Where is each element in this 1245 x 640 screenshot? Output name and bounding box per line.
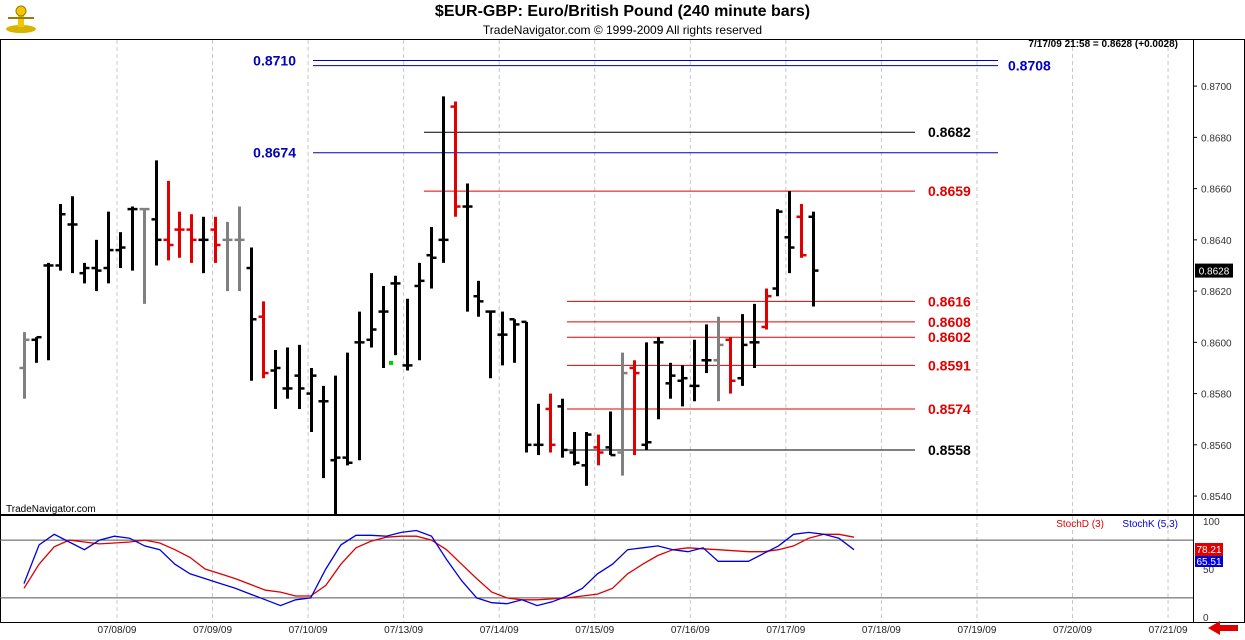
stoch-legend-k: StochK (5,3): [1122, 519, 1178, 530]
price-tick-label: 0.8620: [1201, 287, 1232, 298]
date-tick-label: 07/14/09: [480, 625, 519, 636]
level-label: 0.8659: [928, 183, 971, 199]
stoch-panel-frame: [0, 515, 1245, 623]
date-tick-label: 07/10/09: [289, 625, 328, 636]
date-tick-label: 07/18/09: [862, 625, 901, 636]
date-tick-label: 07/15/09: [575, 625, 614, 636]
price-tick-label: 0.8540: [1201, 492, 1232, 503]
stochd-value: 78.21: [1196, 545, 1221, 556]
scroll-left-arrow-icon: [1208, 621, 1238, 635]
level-label: 0.8574: [928, 401, 971, 417]
stoch-tick-label: 100: [1203, 517, 1220, 528]
stochk-value: 65.51: [1196, 557, 1221, 568]
stoch-tick-label: 50: [1203, 565, 1215, 576]
level-label: 0.8682: [928, 124, 971, 140]
stochk-value-box: [1195, 556, 1223, 567]
level-label: 0.8602: [928, 329, 971, 345]
price-tick-label: 0.8600: [1201, 338, 1232, 349]
last-price-box: [1195, 263, 1233, 278]
level-label: 0.8674: [253, 145, 296, 161]
stochd-value-box: [1195, 543, 1223, 556]
stoch-series-line: [23, 533, 855, 601]
price-tick-label: 0.8680: [1201, 133, 1232, 144]
last-price-label: 0.8628: [1199, 267, 1230, 278]
price-tick-label: 0.8560: [1201, 441, 1232, 452]
stoch-series-line: [23, 529, 855, 607]
price-tick-label: 0.8660: [1201, 185, 1232, 196]
level-label: 0.8708: [1008, 58, 1051, 74]
date-tick-label: 07/17/09: [766, 625, 805, 636]
trade-navigator-logo-icon[interactable]: [4, 4, 38, 34]
level-label: 0.8616: [928, 293, 971, 309]
date-tick-label: 07/20/09: [1053, 625, 1092, 636]
stoch-legend-d: StochD (3): [1056, 519, 1104, 530]
price-tick-label: 0.8580: [1201, 390, 1232, 401]
price-tick-label: 0.8700: [1201, 82, 1232, 93]
level-label: 0.8710: [253, 52, 296, 68]
date-tick-label: 07/13/09: [384, 625, 423, 636]
stoch-tick-label: 0: [1203, 613, 1209, 624]
date-tick-label: 07/19/09: [957, 625, 996, 636]
level-label: 0.8558: [928, 442, 971, 458]
watermark: TradeNavigator.com: [6, 504, 96, 515]
level-label: 0.8591: [928, 357, 971, 373]
date-tick-label: 07/16/09: [671, 625, 710, 636]
chart-title: $EUR-GBP: Euro/British Pound (240 minute…: [434, 3, 811, 20]
signal-marker: [389, 360, 393, 365]
date-tick-label: 07/09/09: [193, 625, 232, 636]
info-line: 7/17/09 21:58 = 0.8628 (+0.0028): [1028, 39, 1178, 50]
date-tick-label: 07/08/09: [98, 625, 137, 636]
level-label: 0.8608: [928, 314, 971, 330]
chart-subtitle: TradeNavigator.com © 1999-2009 All right…: [482, 23, 763, 37]
date-tick-label: 07/21/09: [1149, 625, 1188, 636]
price-tick-label: 0.8640: [1201, 236, 1232, 247]
